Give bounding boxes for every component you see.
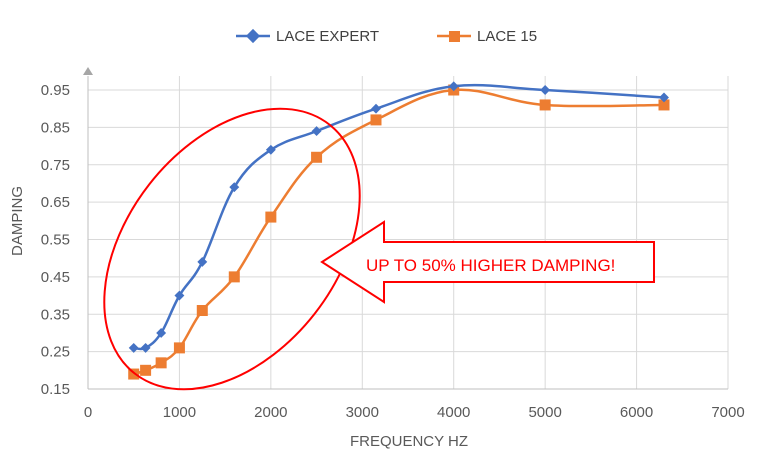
data-point-lace-expert [174, 290, 185, 301]
x-tick-label: 6000 [620, 404, 653, 421]
data-point-lace-expert [540, 85, 551, 95]
y-axis-arrowhead [83, 67, 93, 75]
annotation-callout: UP TO 50% HIGHER DAMPING! [103, 107, 655, 391]
y-tick-label: 0.55 [41, 232, 70, 249]
data-point-lace-expert [311, 126, 322, 137]
series-group [128, 81, 670, 380]
legend-label-lace-15: LACE 15 [477, 28, 537, 45]
y-tick-label: 0.35 [41, 306, 70, 323]
x-tick-label: 1000 [163, 404, 196, 421]
callout-text: UP TO 50% HIGHER DAMPING! [366, 256, 615, 275]
y-tick-label: 0.85 [41, 119, 70, 136]
legend: LACE EXPERT LACE 15 [236, 28, 537, 45]
data-point-lace-15 [311, 151, 323, 163]
tick-labels: 0 1000 2000 3000 4000 5000 6000 7000 0.15 0.25 0.3… [41, 82, 745, 421]
data-point-lace-15 [265, 211, 277, 223]
highlight-ellipse [103, 107, 361, 391]
y-tick-label: 0.45 [41, 269, 70, 286]
legend-label-lace-expert: LACE EXPERT [276, 28, 379, 45]
data-point-lace-expert [156, 327, 167, 338]
data-point-lace-15 [658, 99, 670, 111]
data-point-lace-15 [173, 342, 185, 354]
x-tick-label: 7000 [711, 404, 744, 421]
x-axis-title: FREQUENCY HZ [350, 433, 468, 450]
x-tick-label: 5000 [528, 404, 561, 421]
x-tick-label: 0 [84, 404, 92, 421]
data-point-lace-15 [140, 364, 152, 376]
y-tick-label: 0.25 [41, 344, 70, 361]
data-point-lace-expert [265, 144, 276, 155]
y-tick-label: 0.65 [41, 194, 70, 211]
y-tick-label: 0.95 [41, 82, 70, 99]
x-tick-label: 4000 [437, 404, 470, 421]
x-tick-label: 2000 [254, 404, 287, 421]
data-point-lace-expert [140, 342, 151, 353]
x-tick-label: 3000 [346, 404, 379, 421]
data-point-lace-15 [196, 305, 208, 317]
y-tick-label: 0.75 [41, 157, 70, 174]
data-point-lace-expert [197, 256, 208, 267]
y-axis-title: DAMPING [9, 186, 26, 256]
data-point-lace-15 [539, 99, 551, 111]
legend-marker-lace-15 [449, 31, 460, 42]
data-point-lace-expert [128, 342, 139, 353]
data-point-lace-15 [228, 271, 240, 283]
data-point-lace-15 [370, 114, 382, 126]
data-point-lace-expert [371, 103, 381, 114]
data-point-lace-expert [229, 182, 240, 193]
data-point-lace-15 [155, 357, 167, 369]
series-line-lace-15 [133, 88, 665, 376]
callout-arrow [320, 220, 655, 304]
data-point-lace-expert [659, 92, 669, 103]
series-line-lace-expert [133, 83, 665, 351]
data-point-lace-15 [128, 368, 140, 380]
legend-marker-lace-expert [245, 28, 261, 44]
y-tick-label: 0.15 [41, 381, 70, 398]
